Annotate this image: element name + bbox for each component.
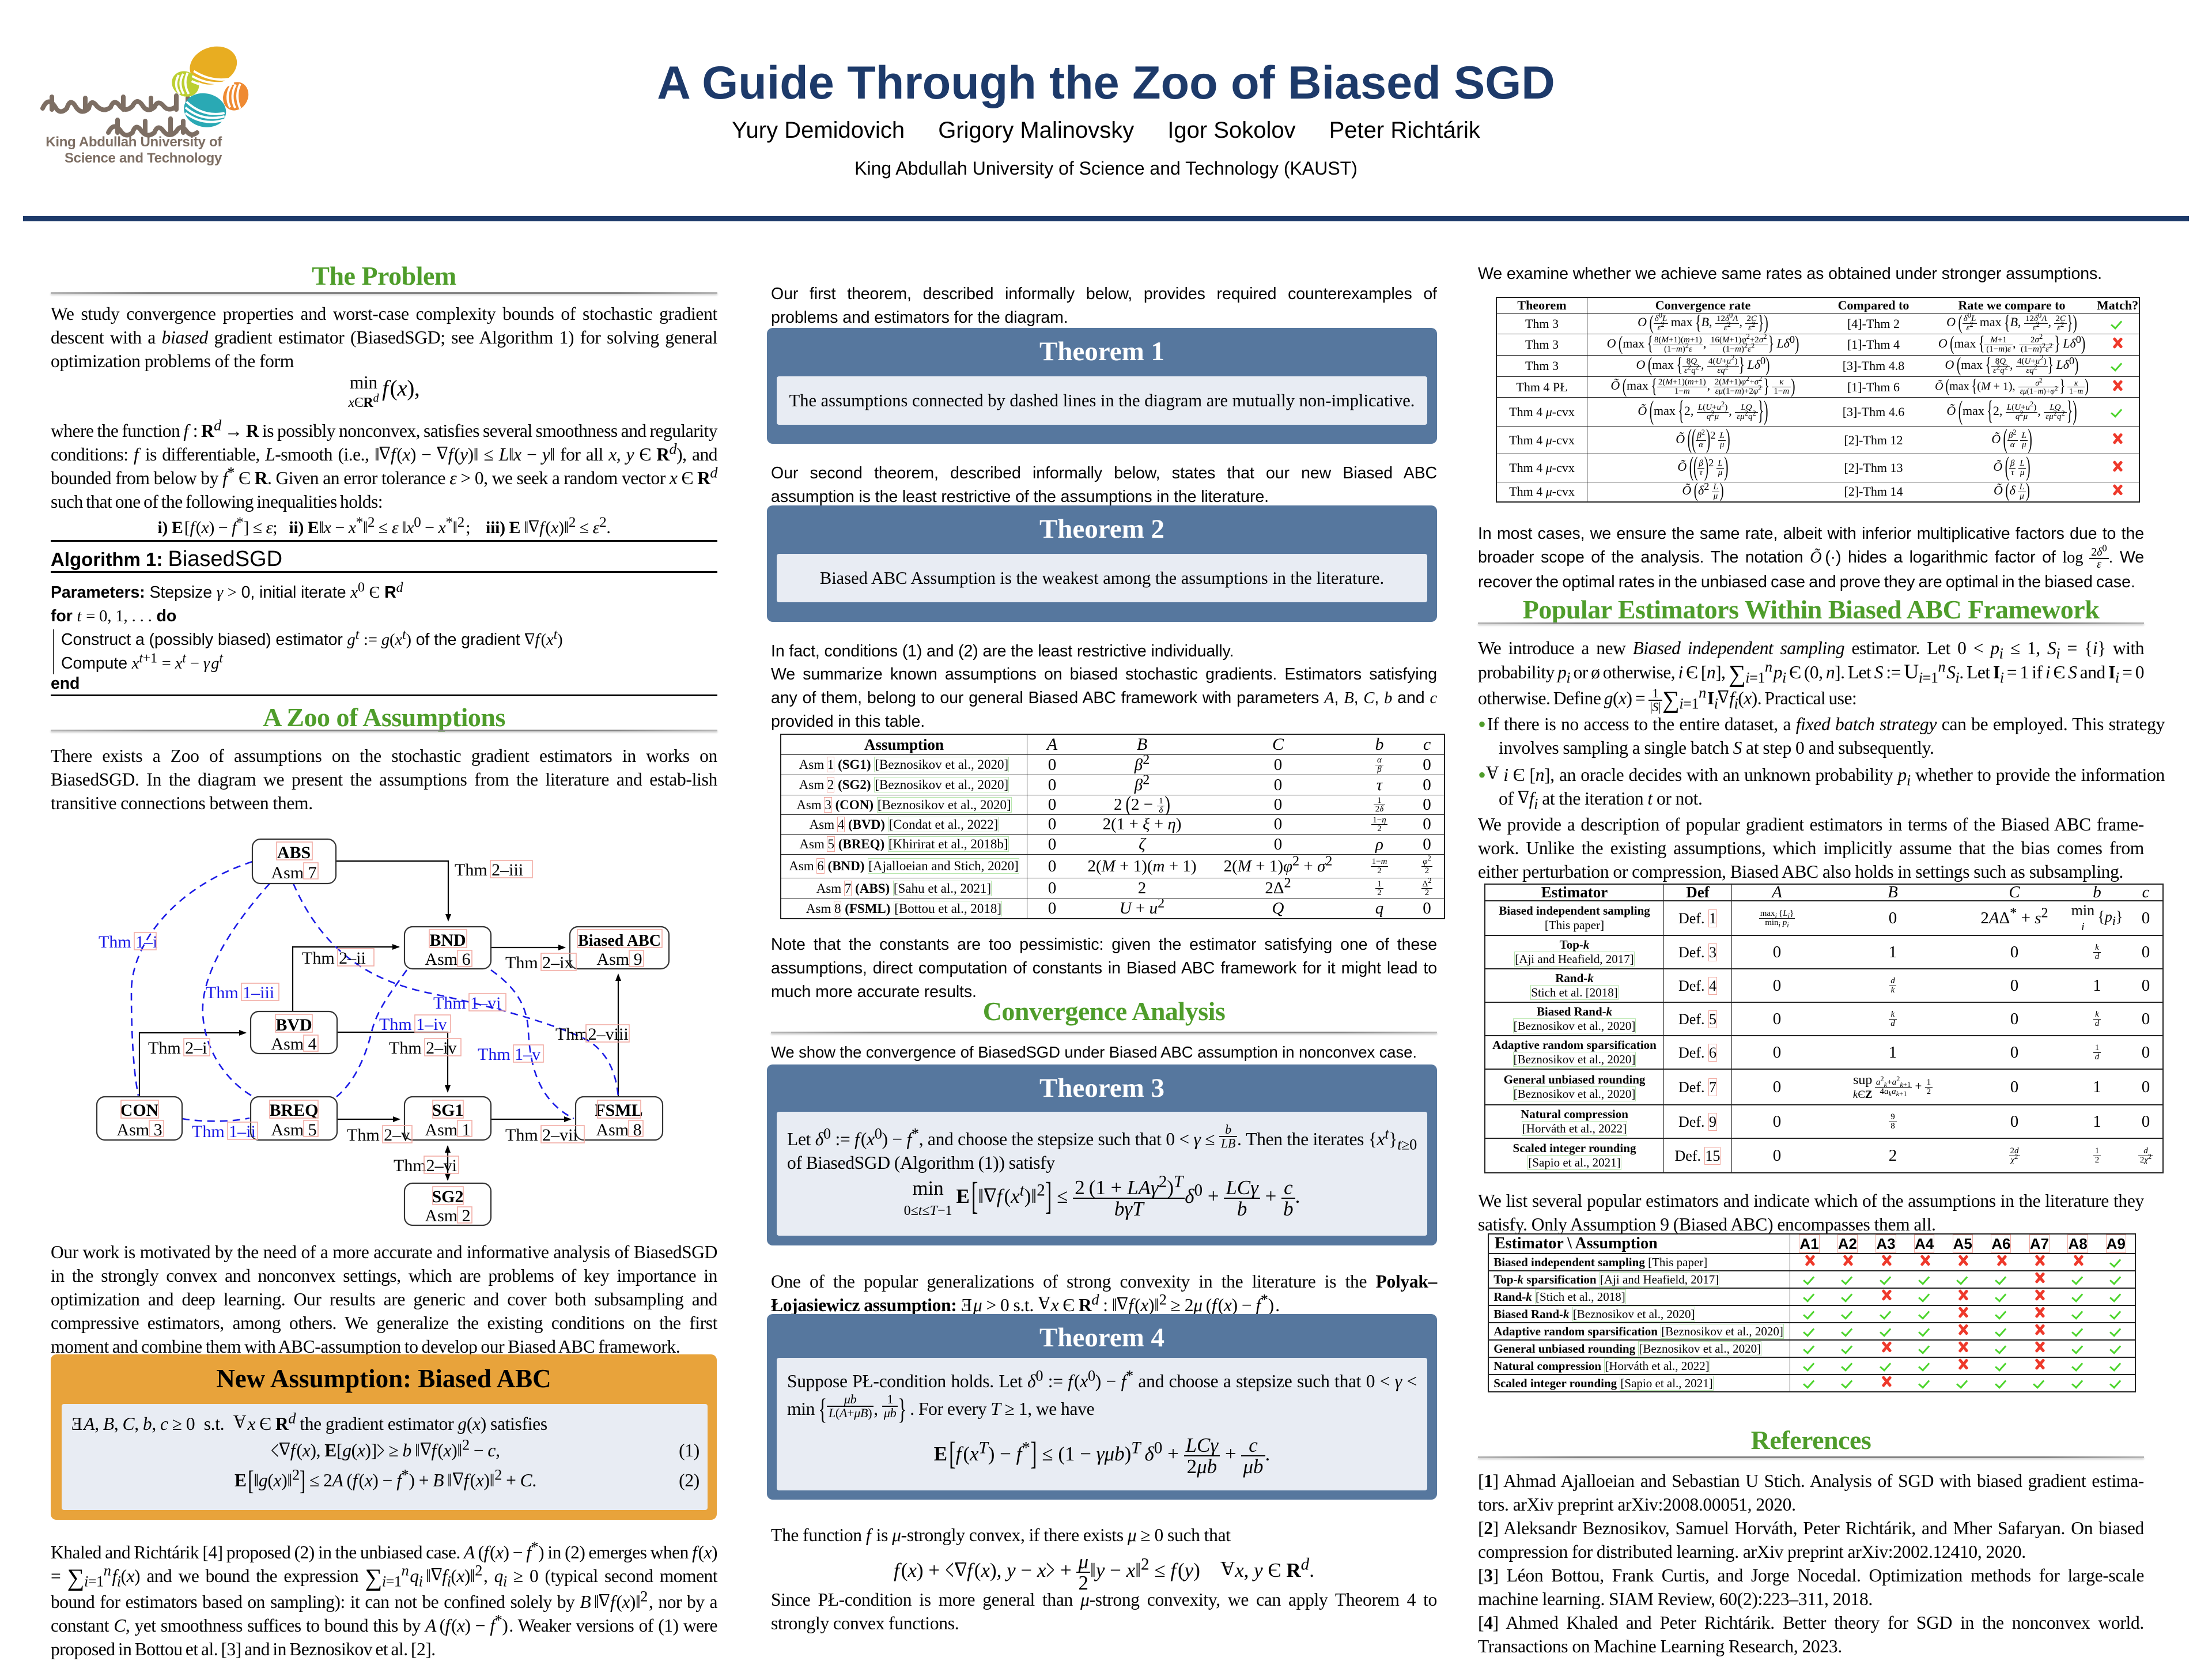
svg-text:Asm 7: Asm 7 xyxy=(271,863,316,882)
svg-text:Thm 1–ii: Thm 1–ii xyxy=(192,1122,256,1141)
svg-text:Asm 6: Asm 6 xyxy=(425,950,470,969)
svg-text:Thm 1–iv: Thm 1–iv xyxy=(379,1015,447,1034)
svg-text:Asm 4: Asm 4 xyxy=(271,1035,316,1054)
svg-text:Thm 2–i: Thm 2–i xyxy=(148,1039,207,1058)
svg-text:Thm2–vi: Thm2–vi xyxy=(394,1156,457,1175)
svg-text:SG2: SG2 xyxy=(432,1187,463,1206)
svg-text:Thm 1–v: Thm 1–v xyxy=(478,1045,540,1064)
svg-text:Thm 2–vii: Thm 2–vii xyxy=(505,1126,578,1145)
svg-text:SG1: SG1 xyxy=(432,1101,463,1120)
svg-text:Thm 2–v: Thm 2–v xyxy=(347,1126,410,1145)
svg-text:Thm 2–iii: Thm 2–iii xyxy=(455,860,523,879)
svg-text:Science and Technology: Science and Technology xyxy=(65,150,222,166)
svg-text:BREQ: BREQ xyxy=(269,1101,318,1120)
svg-text:Thm 1–iii: Thm 1–iii xyxy=(206,983,274,1002)
svg-text:Thm 2–iv: Thm 2–iv xyxy=(389,1039,457,1058)
svg-text:ABS: ABS xyxy=(277,843,311,862)
svg-text:Thm 1–vi: Thm 1–vi xyxy=(433,994,501,1013)
svg-text:Asm 2: Asm 2 xyxy=(425,1206,470,1225)
svg-text:BVD: BVD xyxy=(275,1016,312,1035)
svg-text:Thm 2–ii: Thm 2–ii xyxy=(302,949,366,968)
svg-text:Biased ABC: Biased ABC xyxy=(578,932,661,950)
svg-text:FSML: FSML xyxy=(595,1101,642,1120)
svg-text:Asm 9: Asm 9 xyxy=(596,950,642,969)
svg-text:BND: BND xyxy=(429,931,466,950)
svg-text:King Abdullah University of: King Abdullah University of xyxy=(46,134,222,150)
svg-text:Thm2–viii: Thm2–viii xyxy=(555,1025,629,1044)
svg-text:CON: CON xyxy=(120,1101,159,1120)
svg-text:Thm 2–ix: Thm 2–ix xyxy=(505,953,573,972)
svg-text:Thm 1–i: Thm 1–i xyxy=(99,933,158,952)
